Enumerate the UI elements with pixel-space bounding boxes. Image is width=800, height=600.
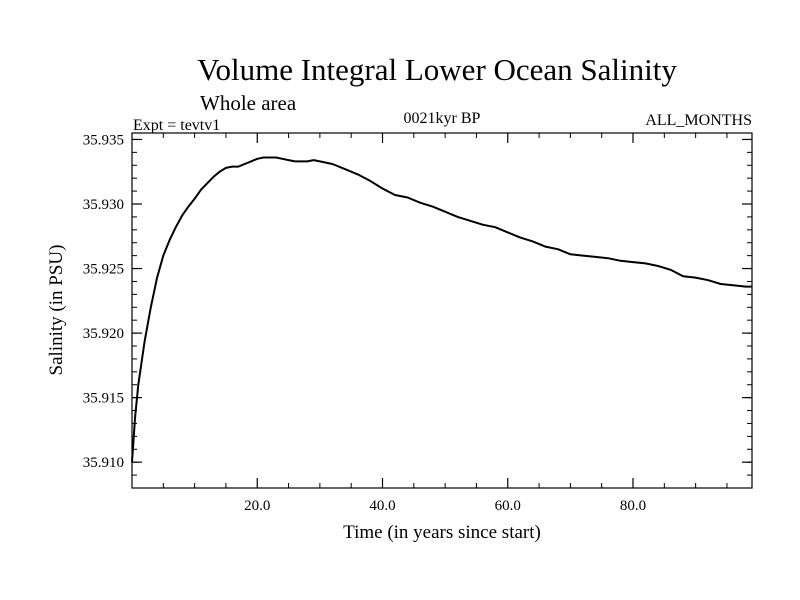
y-tick-label: 35.935 [83,132,124,148]
y-tick-label: 35.925 [83,262,124,278]
plot-area [131,132,753,489]
x-tick-labels: 20.0 40.0 60.0 80.0 [244,498,646,514]
y-tick-label: 35.910 [83,455,124,471]
x-tick-label: 20.0 [244,498,270,514]
months-label: ALL_MONTHS [645,112,752,129]
y-tick-labels: 35.910 35.915 35.920 35.925 35.930 35.935 [83,132,124,471]
x-minor-ticks [162,133,728,488]
y-minor-ticks [132,138,752,489]
y-tick-label: 35.920 [83,326,124,342]
x-major-ticks [256,133,634,488]
period-label: 0021kyr BP [404,110,481,127]
chart-subtitle: Whole area [200,91,297,115]
y-major-ticks [132,138,752,463]
y-axis-label: Salinity (in PSU) [46,245,67,376]
x-axis-label: Time (in years since start) [343,522,541,543]
x-tick-label: 60.0 [495,498,521,514]
y-tick-label: 35.930 [83,197,124,213]
salinity-series-line [131,156,752,463]
plot-frame [131,132,753,489]
y-tick-label: 35.915 [83,391,124,407]
x-tick-label: 40.0 [369,498,395,514]
chart-title: Volume Integral Lower Ocean Salinity [197,52,677,87]
x-tick-label: 80.0 [620,498,646,514]
experiment-label: Expt = tevtv1 [133,117,220,134]
